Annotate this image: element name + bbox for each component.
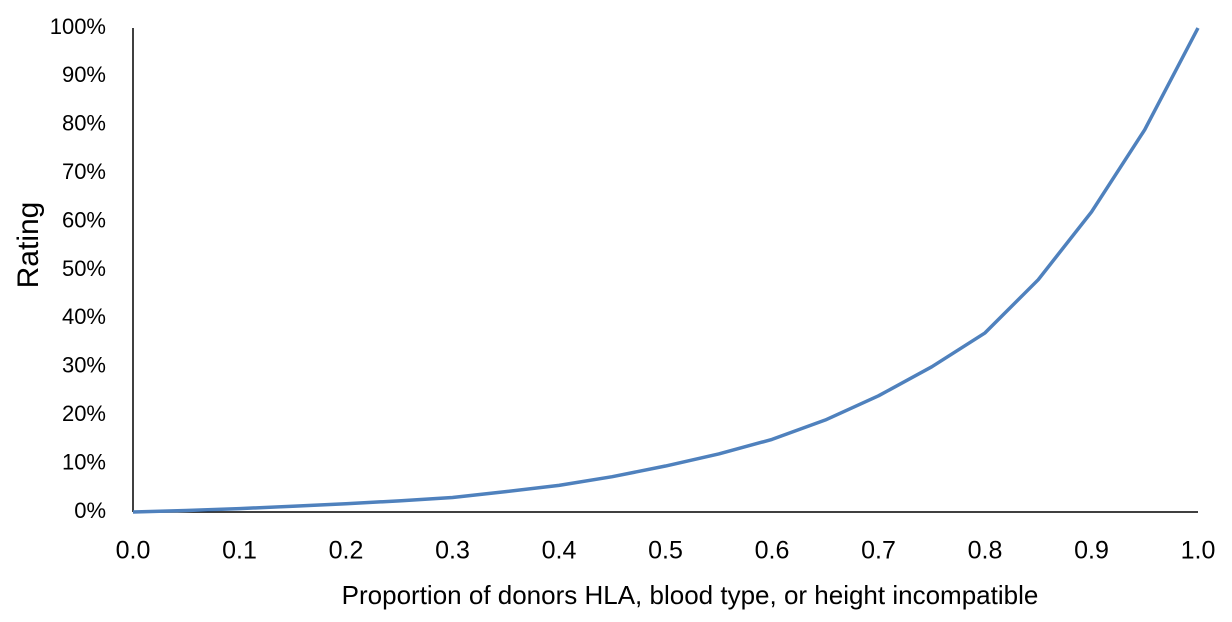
x-tick-label: 0.7	[861, 537, 896, 565]
y-tick-label: 90%	[62, 62, 106, 87]
x-tick-label: 0.1	[222, 537, 257, 565]
x-tick-label: 0.3	[435, 537, 470, 565]
y-tick-label: 10%	[62, 449, 106, 474]
y-tick-label: 20%	[62, 401, 106, 426]
y-axis-label: Rating	[12, 202, 45, 289]
x-tick-label: 0.4	[542, 537, 577, 565]
x-tick-label: 0.8	[968, 537, 1003, 565]
x-axis-label: Proportion of donors HLA, blood type, or…	[342, 580, 1039, 610]
line-series	[132, 27, 1200, 514]
y-tick-label: 60%	[62, 207, 106, 232]
x-tick-label: 0.6	[755, 537, 790, 565]
x-tick-label: 0.5	[648, 537, 683, 565]
y-tick-label: 80%	[62, 111, 106, 136]
x-tick-label: 0.0	[116, 537, 151, 565]
y-tick-label: 0%	[74, 498, 106, 523]
y-tick-label: 40%	[62, 304, 106, 329]
y-tick-label: 100%	[50, 14, 106, 39]
y-tick-label: 30%	[62, 353, 106, 378]
x-tick-label: 1.0	[1181, 537, 1216, 565]
y-tick-label: 50%	[62, 256, 106, 281]
x-tick-label: 0.9	[1074, 537, 1109, 565]
y-tick-label: 70%	[62, 159, 106, 184]
x-tick-label: 0.2	[329, 537, 364, 565]
